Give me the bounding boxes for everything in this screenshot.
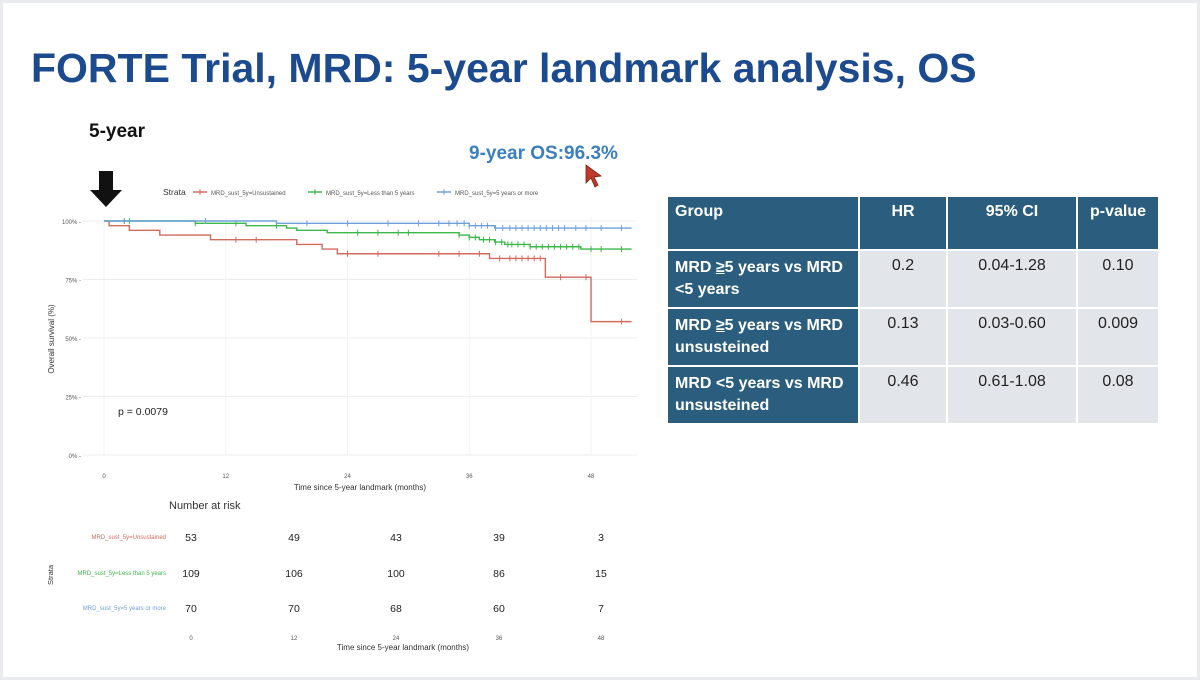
row-ci: 0.61-1.08 xyxy=(946,365,1078,425)
y-tick-label: 75% - xyxy=(65,279,81,285)
legend-title: Strata xyxy=(163,187,186,197)
y-axis: 0% - 25% - 50% - 75% - 100% - Overall surviva… xyxy=(47,220,81,460)
mouse-cursor-icon xyxy=(585,164,603,188)
risk-count: 7 xyxy=(598,603,604,615)
risk-count: 49 xyxy=(288,532,300,544)
risk-x-tick-label: 36 xyxy=(496,636,503,642)
table-row: MRD ≥5 years vs MRD unsusteined 0.13 0.03… xyxy=(666,307,1160,367)
row-ci: 0.03-0.60 xyxy=(946,307,1078,367)
table-row: MRD ≥5 years vs MRD <5 years 0.2 0.04-1.2… xyxy=(666,249,1160,309)
y-tick-label: 100% - xyxy=(62,220,81,226)
slide: FORTE Trial, MRD: 5-year landmark analys… xyxy=(3,3,1197,677)
y-tick-label: 0% - xyxy=(69,454,81,460)
risk-count: 15 xyxy=(595,568,607,580)
risk-count: 53 xyxy=(185,532,197,544)
row-group: MRD ≥5 years vs MRD unsusteined xyxy=(666,307,860,367)
row-group: MRD <5 years vs MRD unsusteined xyxy=(666,365,860,425)
row-hr: 0.2 xyxy=(858,249,948,309)
x-tick-label: 48 xyxy=(588,474,595,480)
risk-row-label: MRD_sust_5y=Unsustained xyxy=(91,535,166,541)
risk-table-title: Number at risk xyxy=(169,500,241,512)
risk-strata-label: Strata xyxy=(46,564,55,585)
risk-x-tick-label: 0 xyxy=(189,636,193,642)
risk-x-tick-label: 24 xyxy=(393,636,400,642)
chart-legend: Strata MRD_sust_5y=Unsustained MRD_sust_5y… xyxy=(163,187,539,197)
y-tick-label: 25% - xyxy=(65,396,81,402)
x-axis-label: Time since 5-year landmark (months) xyxy=(294,483,427,492)
legend-label: MRD_sust_5y=5 years or more xyxy=(455,191,539,197)
risk-count: 70 xyxy=(185,603,197,615)
risk-count: 106 xyxy=(285,568,303,580)
risk-count: 100 xyxy=(387,568,405,580)
row-pvalue: 0.08 xyxy=(1076,365,1160,425)
cursor-shape xyxy=(585,164,603,188)
col-pvalue-header: p-value xyxy=(1076,195,1160,251)
x-tick-label: 36 xyxy=(466,474,473,480)
risk-x-tick-label: 12 xyxy=(291,636,298,642)
col-ci-header: 95% CI xyxy=(946,195,1078,251)
arrow-shape xyxy=(90,171,122,207)
y-axis-label: Overall survival (%) xyxy=(47,304,56,374)
risk-x-axis-label: Time since 5-year landmark (months) xyxy=(337,643,470,652)
slide-title: FORTE Trial, MRD: 5-year landmark analys… xyxy=(31,45,977,91)
x-axis: 0 12 24 36 48 Time since 5-year landmark (mon… xyxy=(102,406,595,492)
risk-count: 39 xyxy=(493,532,505,544)
os-callout: 9-year OS:96.3% xyxy=(469,143,618,164)
p-value-label: p = 0.0079 xyxy=(118,406,168,418)
row-hr: 0.46 xyxy=(858,365,948,425)
risk-count: 68 xyxy=(390,603,402,615)
risk-count: 43 xyxy=(390,532,402,544)
row-hr: 0.13 xyxy=(858,307,948,367)
chart-grid xyxy=(83,217,637,456)
y-tick-label: 50% - xyxy=(65,337,81,343)
hazard-ratio-table: Group HR 95% CI p-value MRD ≥5 years vs … xyxy=(666,195,1160,425)
risk-row-label: MRD_sust_5y=5 years or more xyxy=(83,606,167,612)
risk-row-label: MRD_sust_5y=Less than 5 years xyxy=(77,571,166,577)
risk-count: 86 xyxy=(493,568,505,580)
risk-count: 60 xyxy=(493,603,505,615)
risk-table: Number at risk MRD_sust_5y=Unsustained 53 4… xyxy=(46,500,607,652)
down-arrow-icon xyxy=(90,171,122,207)
row-ci: 0.04-1.28 xyxy=(946,249,1078,309)
survival-curve xyxy=(104,220,632,323)
col-group-header: Group xyxy=(666,195,860,251)
table-row: MRD <5 years vs MRD unsusteined 0.46 0.61… xyxy=(666,365,1160,425)
survival-curves xyxy=(104,218,632,325)
legend-label: MRD_sust_5y=Unsustained xyxy=(211,191,286,197)
risk-count: 70 xyxy=(288,603,300,615)
hr-table-header: Group HR 95% CI p-value xyxy=(666,195,1160,251)
x-tick-label: 12 xyxy=(222,474,229,480)
row-group: MRD ≥5 years vs MRD <5 years xyxy=(666,249,860,309)
row-pvalue: 0.009 xyxy=(1076,307,1160,367)
risk-count: 3 xyxy=(598,532,604,544)
km-chart: Strata MRD_sust_5y=Unsustained MRD_sust_5y… xyxy=(46,164,637,652)
legend-label: MRD_sust_5y=Less than 5 years xyxy=(326,191,415,197)
survival-curve xyxy=(104,220,632,250)
risk-count: 109 xyxy=(182,568,200,580)
landmark-label: 5-year xyxy=(89,121,145,142)
x-tick-label: 0 xyxy=(102,474,106,480)
risk-x-tick-label: 48 xyxy=(598,636,605,642)
row-pvalue: 0.10 xyxy=(1076,249,1160,309)
col-hr-header: HR xyxy=(858,195,948,251)
x-tick-label: 24 xyxy=(344,474,351,480)
